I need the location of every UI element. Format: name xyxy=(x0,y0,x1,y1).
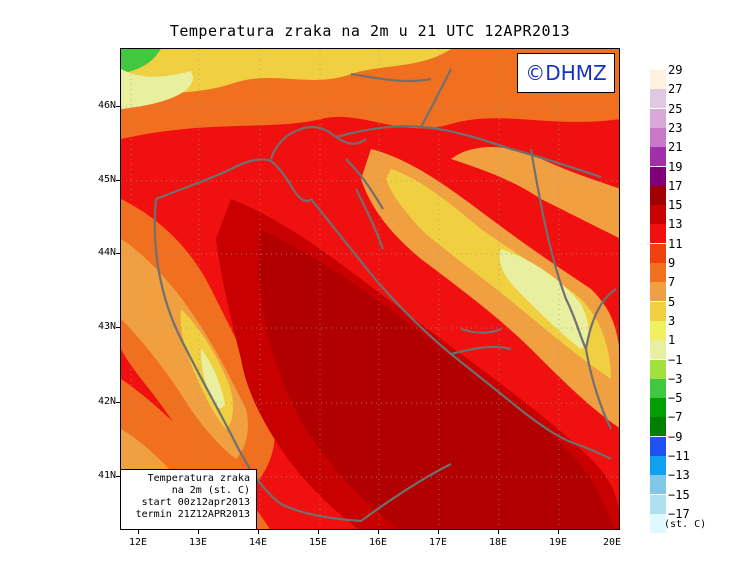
lat-label-42n: 42N xyxy=(97,396,116,407)
lat-label-45n: 45N xyxy=(97,174,116,185)
legend-label: 7 xyxy=(668,275,676,290)
lat-tick xyxy=(116,180,120,181)
lon-label-18e: 18E xyxy=(488,537,508,548)
legend-label: 21 xyxy=(668,140,683,155)
legend-swatch xyxy=(650,340,666,360)
legend-swatch xyxy=(650,147,666,167)
legend-label: 29 xyxy=(668,63,683,77)
legend-unit: (st. C) xyxy=(664,519,707,530)
legend-swatch xyxy=(650,475,666,495)
lon-tick xyxy=(318,530,319,534)
legend-label: 5 xyxy=(668,294,676,309)
legend-label: 17 xyxy=(668,178,683,193)
lat-tick xyxy=(116,476,120,477)
lon-label-17e: 17E xyxy=(428,537,448,548)
legend-label: 23 xyxy=(668,120,683,135)
lon-label-19e: 19E xyxy=(548,537,568,548)
legend-swatch xyxy=(650,166,666,186)
legend-swatch xyxy=(650,378,666,398)
legend-swatch xyxy=(650,513,666,533)
lon-tick xyxy=(138,530,139,534)
lat-tick xyxy=(116,402,120,403)
legend-swatch xyxy=(650,436,666,456)
legend-swatch xyxy=(650,127,666,147)
legend-swatch xyxy=(650,282,666,302)
lon-tick xyxy=(378,530,379,534)
temperature-map: ©DHMZ Temperatura zraka na 2m (st. C) st… xyxy=(120,48,620,530)
legend-label: 27 xyxy=(668,82,683,97)
legend-label: −11 xyxy=(668,449,690,463)
lon-label-13e: 13E xyxy=(188,537,208,548)
legend-label: −9 xyxy=(668,429,683,444)
lat-tick xyxy=(116,106,120,107)
legend-label: 25 xyxy=(668,101,683,116)
legend-label: −15 xyxy=(668,487,690,502)
legend-label: 19 xyxy=(668,159,683,174)
legend-label: −13 xyxy=(668,468,690,483)
lat-label-41n: 41N xyxy=(97,470,116,481)
map-title: Temperatura zraka na 2m u 21 UTC 12APR20… xyxy=(169,22,571,40)
info-line-start: start 00z12apr2013 xyxy=(141,497,250,508)
lon-label-12e: 12E xyxy=(128,537,148,548)
legend-swatch xyxy=(650,359,666,379)
legend-swatch xyxy=(650,301,666,321)
lon-label-14e: 14E xyxy=(248,537,268,548)
lon-tick xyxy=(558,530,559,534)
legend-swatch xyxy=(650,263,666,282)
legend-swatch xyxy=(650,224,666,244)
lon-label-15e: 15E xyxy=(308,537,328,548)
legend-swatch xyxy=(650,398,666,418)
info-line-units: na 2m (st. C) xyxy=(171,485,250,496)
legend-swatch xyxy=(650,243,666,263)
lat-label-44n: 44N xyxy=(97,247,116,258)
legend-swatch xyxy=(650,320,666,340)
legend-swatch xyxy=(650,108,666,128)
legend-label: −1 xyxy=(668,352,683,367)
lat-label-43n: 43N xyxy=(97,321,116,332)
lon-label-20e: 20E xyxy=(602,537,622,548)
legend-swatch xyxy=(650,456,666,475)
legend-label: 15 xyxy=(668,198,683,213)
legend-label: 13 xyxy=(668,217,683,232)
legend-label: 11 xyxy=(668,236,683,251)
legend-swatch xyxy=(650,417,666,437)
lon-label-16e: 16E xyxy=(368,537,388,548)
legend-label: 1 xyxy=(668,333,676,348)
legend-label: −3 xyxy=(668,371,683,386)
lon-tick xyxy=(438,530,439,534)
legend-label: 9 xyxy=(668,256,676,270)
legend-label: −17 xyxy=(668,506,690,521)
legend-swatch xyxy=(650,89,666,109)
dhmz-logo: ©DHMZ xyxy=(517,53,615,93)
legend-label: −7 xyxy=(668,410,683,425)
legend-label: 3 xyxy=(668,313,676,328)
legend-swatch xyxy=(650,185,666,205)
info-box: Temperatura zraka na 2m (st. C) start 00… xyxy=(121,469,257,529)
legend-swatch xyxy=(650,70,666,89)
lon-tick xyxy=(498,530,499,534)
legend-swatch xyxy=(650,494,666,514)
lat-tick xyxy=(116,327,120,328)
lon-tick xyxy=(258,530,259,534)
legend-swatch xyxy=(650,205,666,225)
temperature-field xyxy=(121,49,619,529)
legend-label: −5 xyxy=(668,391,683,406)
lon-tick xyxy=(198,530,199,534)
info-line-title: Temperatura zraka xyxy=(147,473,250,484)
info-line-termin: termin 21Z12APR2013 xyxy=(135,509,250,520)
lat-label-46n: 46N xyxy=(97,100,116,111)
lat-tick xyxy=(116,253,120,254)
